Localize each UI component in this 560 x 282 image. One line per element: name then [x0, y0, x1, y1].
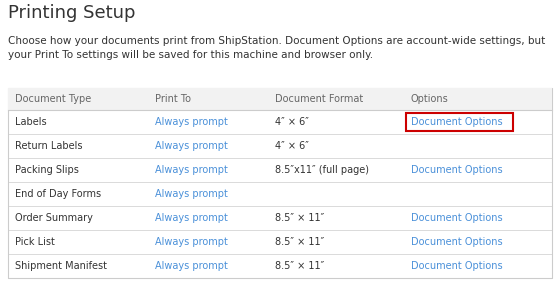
Text: Options: Options [410, 94, 449, 104]
Text: Packing Slips: Packing Slips [15, 165, 78, 175]
Text: Shipment Manifest: Shipment Manifest [15, 261, 106, 271]
Text: Document Options: Document Options [410, 237, 502, 247]
Text: Return Labels: Return Labels [15, 141, 82, 151]
Text: 8.5″ × 11″: 8.5″ × 11″ [274, 261, 324, 271]
Text: Always prompt: Always prompt [155, 141, 228, 151]
Text: Pick List: Pick List [15, 237, 54, 247]
Text: Always prompt: Always prompt [155, 237, 228, 247]
Text: Document Options: Document Options [410, 117, 502, 127]
Text: Document Options: Document Options [410, 213, 502, 223]
Text: Print To: Print To [155, 94, 191, 104]
Text: Always prompt: Always prompt [155, 165, 228, 175]
Text: Always prompt: Always prompt [155, 213, 228, 223]
Text: Document Format: Document Format [274, 94, 363, 104]
Text: Always prompt: Always prompt [155, 117, 228, 127]
Text: Always prompt: Always prompt [155, 189, 228, 199]
Text: Order Summary: Order Summary [15, 213, 92, 223]
Text: End of Day Forms: End of Day Forms [15, 189, 101, 199]
Text: 8.5″ × 11″: 8.5″ × 11″ [274, 213, 324, 223]
Text: Document Type: Document Type [15, 94, 91, 104]
Text: Always prompt: Always prompt [155, 261, 228, 271]
Text: 8.5″ × 11″: 8.5″ × 11″ [274, 237, 324, 247]
Text: 4″ × 6″: 4″ × 6″ [274, 141, 309, 151]
Text: Labels: Labels [15, 117, 46, 127]
Text: Printing Setup: Printing Setup [8, 4, 136, 22]
Text: Choose how your documents print from ShipStation. Document Options are account-w: Choose how your documents print from Shi… [8, 36, 545, 60]
Text: Document Options: Document Options [410, 261, 502, 271]
Text: Document Options: Document Options [410, 165, 502, 175]
Text: 4″ × 6″: 4″ × 6″ [274, 117, 309, 127]
Text: 8.5″x11″ (full page): 8.5″x11″ (full page) [274, 165, 368, 175]
